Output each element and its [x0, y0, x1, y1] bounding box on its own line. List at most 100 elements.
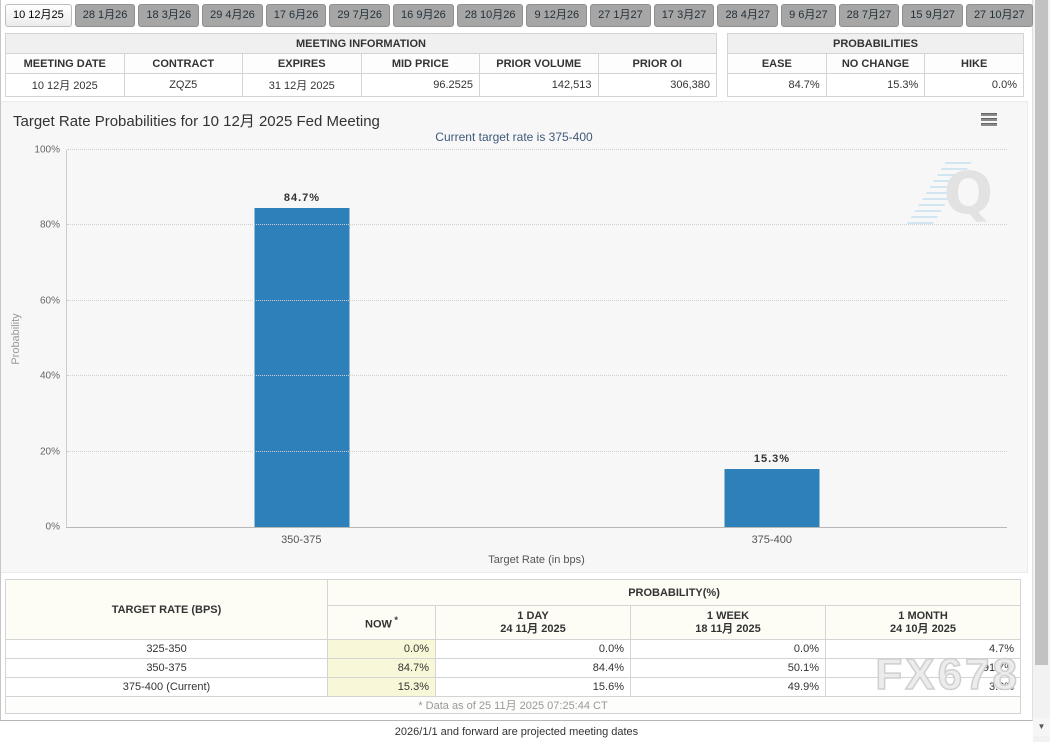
meeting-information-table: MEETING INFORMATION MEETING DATE CONTRACT…	[5, 33, 717, 97]
y-axis-tick-label: 20%	[39, 446, 60, 458]
probability-cell: 15.6%	[435, 677, 631, 697]
probabilities-summary-table: PROBABILITIES EASE NO CHANGE HIKE 84.7% 15.…	[727, 33, 1024, 97]
meeting-date-tab[interactable]: 27 1月27	[590, 4, 651, 27]
probabilities-value: 84.7%	[727, 73, 827, 97]
meeting-info-column-header: MEETING DATE	[5, 53, 125, 74]
y-gridline	[67, 149, 1007, 150]
table-spacer	[717, 33, 727, 97]
meeting-info-column-header: EXPIRES	[242, 53, 362, 74]
bar-category: 15.3%	[537, 150, 1007, 527]
data-as-of-footnote: * Data as of 25 11月 2025 07:25:44 CT	[4, 696, 1022, 714]
meeting-date-tab[interactable]: 9 12月26	[526, 4, 588, 27]
scrollbar-thumb[interactable]	[1035, 0, 1048, 665]
bar-data-label: 84.7%	[283, 191, 321, 204]
info-tables-row: MEETING INFORMATION MEETING DATE CONTRACT…	[5, 33, 1028, 97]
probabilities-column-header: HIKE	[924, 53, 1024, 74]
probability-cell: 84.4%	[435, 658, 631, 678]
meeting-date-tab[interactable]: 15 9月27	[902, 4, 963, 27]
meeting-info-column-header: PRIOR VOLUME	[479, 53, 599, 74]
target-rate-chart: Target Rate Probabilities for 10 12月 202…	[1, 101, 1028, 573]
x-axis-labels: 350-375 375-400	[66, 534, 1007, 546]
meeting-info-value: 142,513	[479, 73, 599, 97]
probabilities-column-header: EASE	[727, 53, 827, 74]
bar-categories: 84.7% 15.3%	[67, 150, 1007, 527]
bar-category: 84.7%	[67, 150, 537, 527]
meeting-date-tabs: 10 12月25 28 1月26 18 3月26 29 4月26 17 6月26 29 7…	[1, 0, 1033, 30]
sub-column-date: 24 11月 2025	[500, 622, 566, 635]
probability-cell: 84.7%	[327, 658, 436, 678]
vertical-scrollbar[interactable]: ▼	[1033, 0, 1050, 742]
probability-cell: 15.3%	[327, 677, 436, 697]
meeting-date-tab[interactable]: 29 4月26	[202, 4, 263, 27]
hamburger-bar	[981, 122, 997, 126]
meeting-date-tab[interactable]: 9 6月27	[781, 4, 836, 27]
target-rate-cell: 375-400 (Current)	[5, 677, 328, 697]
meeting-information-title: MEETING INFORMATION	[5, 33, 717, 54]
x-axis-category-label: 350-375	[281, 534, 322, 546]
probabilities-value: 0.0%	[924, 73, 1024, 97]
meeting-info-column-header: MID PRICE	[360, 53, 480, 74]
probability-cell: 0.0%	[435, 639, 631, 659]
hamburger-bar	[981, 117, 997, 121]
hamburger-bar	[981, 112, 997, 116]
probabilities-title: PROBABILITIES	[727, 33, 1024, 54]
y-axis-tick-label: 100%	[34, 144, 60, 156]
bar-wrap: 15.3%	[724, 453, 820, 527]
bar-wrap: 84.7%	[254, 192, 350, 527]
probability-bar[interactable]	[254, 207, 350, 527]
probability-table-row: 325-350 0.0% 0.0% 0.0% 4.7%	[5, 639, 1022, 659]
bar-data-label: 15.3%	[753, 453, 791, 466]
projected-dates-note: 2026/1/1 and forward are projected meeti…	[394, 726, 639, 738]
probability-history-table: TARGET RATE (BPS) PROBABILITY(%) NOW * 1 …	[4, 579, 1022, 714]
meeting-date-tab[interactable]: 17 3月27	[653, 4, 715, 27]
meeting-date-tab[interactable]: 18 3月26	[138, 4, 200, 27]
meeting-date-tab[interactable]: 28 7月27	[838, 4, 900, 27]
y-axis-title: Probability	[10, 313, 22, 365]
meeting-info-value: 31 12月 2025	[242, 73, 362, 97]
probability-cell: 91.7%	[824, 658, 1022, 678]
y-gridline	[67, 375, 1007, 377]
y-axis-tick-label: 80%	[39, 219, 60, 231]
probability-bar[interactable]	[724, 469, 820, 527]
plot-area: Q 84.7% 15.3% 0% 20% 40% 60% 80% 100%	[34, 145, 1007, 533]
meeting-date-tab[interactable]: 16 9月26	[393, 4, 454, 27]
meeting-date-tab[interactable]: 28 1月26	[74, 4, 136, 27]
meeting-info-column-header: CONTRACT	[123, 53, 243, 74]
y-axis-tick-label: 40%	[39, 370, 60, 382]
scrollbar-down-arrow-icon[interactable]: ▼	[1033, 718, 1050, 736]
sub-column-date: 18 11月 2025	[695, 622, 761, 635]
sub-column-label: NOW *	[365, 614, 398, 631]
probability-group-header: PROBABILITY(%)	[326, 579, 1022, 606]
probability-cell: 4.7%	[824, 639, 1022, 659]
probability-sub-column-header: 1 WEEK 18 11月 2025	[630, 605, 826, 640]
y-axis-tick-label: 60%	[39, 295, 60, 307]
x-axis-category-label: 375-400	[751, 534, 792, 546]
target-rate-bps-header: TARGET RATE (BPS)	[5, 579, 328, 640]
probabilities-column-header: NO CHANGE	[825, 53, 926, 74]
meeting-date-tab[interactable]: 10 12月25	[5, 4, 72, 27]
meeting-info-value: 306,380	[597, 73, 717, 97]
probabilities-value: 15.3%	[825, 73, 926, 97]
main-panel: 10 12月25 28 1月26 18 3月26 29 4月26 17 6月26 29 7…	[0, 0, 1033, 721]
chart-hamburger-menu-icon[interactable]	[981, 110, 1005, 128]
probability-cell: 3.6%	[824, 677, 1022, 697]
sub-column-label: 1 MONTH	[898, 609, 948, 622]
footnote-asterisk: *	[391, 614, 398, 625]
sub-column-date: 24 10月 2025	[889, 622, 957, 635]
meeting-date-tab[interactable]: 27 10月27	[965, 4, 1033, 27]
probability-table-row: 350-375 84.7% 84.4% 50.1% 91.7%	[5, 658, 1022, 678]
probability-sub-column-header: NOW *	[327, 605, 436, 640]
meeting-date-tab[interactable]: 29 7月26	[329, 4, 391, 27]
meeting-date-tab[interactable]: 28 10月26	[456, 4, 524, 27]
probability-table-row: 375-400 (Current) 15.3% 15.6% 49.9% 3.6%	[5, 677, 1022, 697]
probability-cell: 50.1%	[630, 658, 826, 678]
sub-column-label: 1 DAY	[517, 609, 549, 622]
probability-cell: 49.9%	[630, 677, 826, 697]
target-rate-cell: 350-375	[5, 658, 328, 678]
meeting-date-tab[interactable]: 28 4月27	[717, 4, 779, 27]
meeting-date-tab[interactable]: 17 6月26	[265, 4, 327, 27]
y-axis-tick-label: 0%	[45, 521, 60, 533]
chart-title: Target Rate Probabilities for 10 12月 202…	[13, 113, 380, 130]
